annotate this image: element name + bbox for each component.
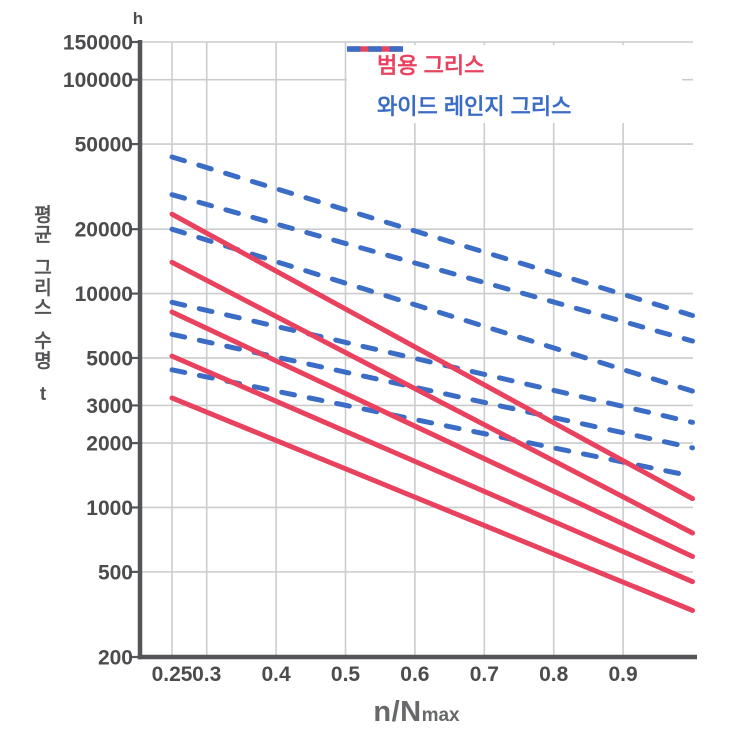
x-tick-label: 0.6 <box>400 663 429 686</box>
legend-label: 범용 그리스 <box>377 52 485 78</box>
series-line-solid <box>169 353 695 585</box>
y-axis-title-char: 리 <box>34 278 52 299</box>
y-tick-label: 2000 <box>86 433 133 456</box>
y-tick-label: 50000 <box>75 134 133 157</box>
y-axis-title-char: 수 <box>34 331 52 352</box>
x-tick-label: 0.9 <box>608 663 637 686</box>
y-axis-title-char: 스 <box>34 298 52 319</box>
y-tick-label: 20000 <box>75 219 133 242</box>
y-tick-label: 1000 <box>86 497 133 520</box>
series-line-dashed <box>169 367 695 479</box>
x-tick-label: 0.25 <box>152 663 193 686</box>
x-axis-title-main: n/N <box>373 696 422 728</box>
y-tick-label: 150000 <box>63 32 133 55</box>
legend-item: 범용 그리스 <box>347 46 682 80</box>
series-line-solid <box>169 309 695 560</box>
series-line-solid <box>169 259 695 536</box>
y-axis-title-char: 균 <box>34 225 52 246</box>
y-axis-title-char: 명 <box>34 351 52 372</box>
series-line-solid <box>169 395 695 613</box>
legend-label: 와이드 레인지 그리스 <box>377 93 572 119</box>
x-tick-label: 0.3 <box>192 663 221 686</box>
x-axis-title: n/N max <box>140 696 693 729</box>
x-tick-label: 0.8 <box>539 663 569 686</box>
series-line-solid <box>169 211 695 502</box>
x-tick-label: 0.5 <box>331 663 361 686</box>
x-axis-title-subscript: max <box>421 705 460 726</box>
x-tick-label: 0.7 <box>470 663 499 686</box>
dashed-line-swatch-icon <box>347 46 403 52</box>
y-axis-title-char: 평 <box>34 205 52 226</box>
legend-item: 와이드 레인지 그리스 <box>347 46 682 121</box>
y-tick-label: 200 <box>98 647 133 670</box>
series-line-dashed <box>169 192 695 344</box>
y-tick-label: 10000 <box>75 283 133 306</box>
y-axis-unit-label: h <box>132 9 144 28</box>
y-tick-label: 100000 <box>63 69 133 92</box>
series-line-dashed <box>169 226 695 394</box>
y-axis-title-char: t <box>39 384 47 405</box>
y-tick-label: 500 <box>98 561 133 584</box>
series-line-dashed <box>169 154 695 318</box>
y-axis-title-char: 그 <box>34 258 52 279</box>
y-tick-label: 3000 <box>86 395 133 418</box>
series-line-dashed <box>169 299 695 425</box>
x-tick-label: 0.4 <box>261 663 291 686</box>
y-tick-label: 5000 <box>86 347 133 370</box>
